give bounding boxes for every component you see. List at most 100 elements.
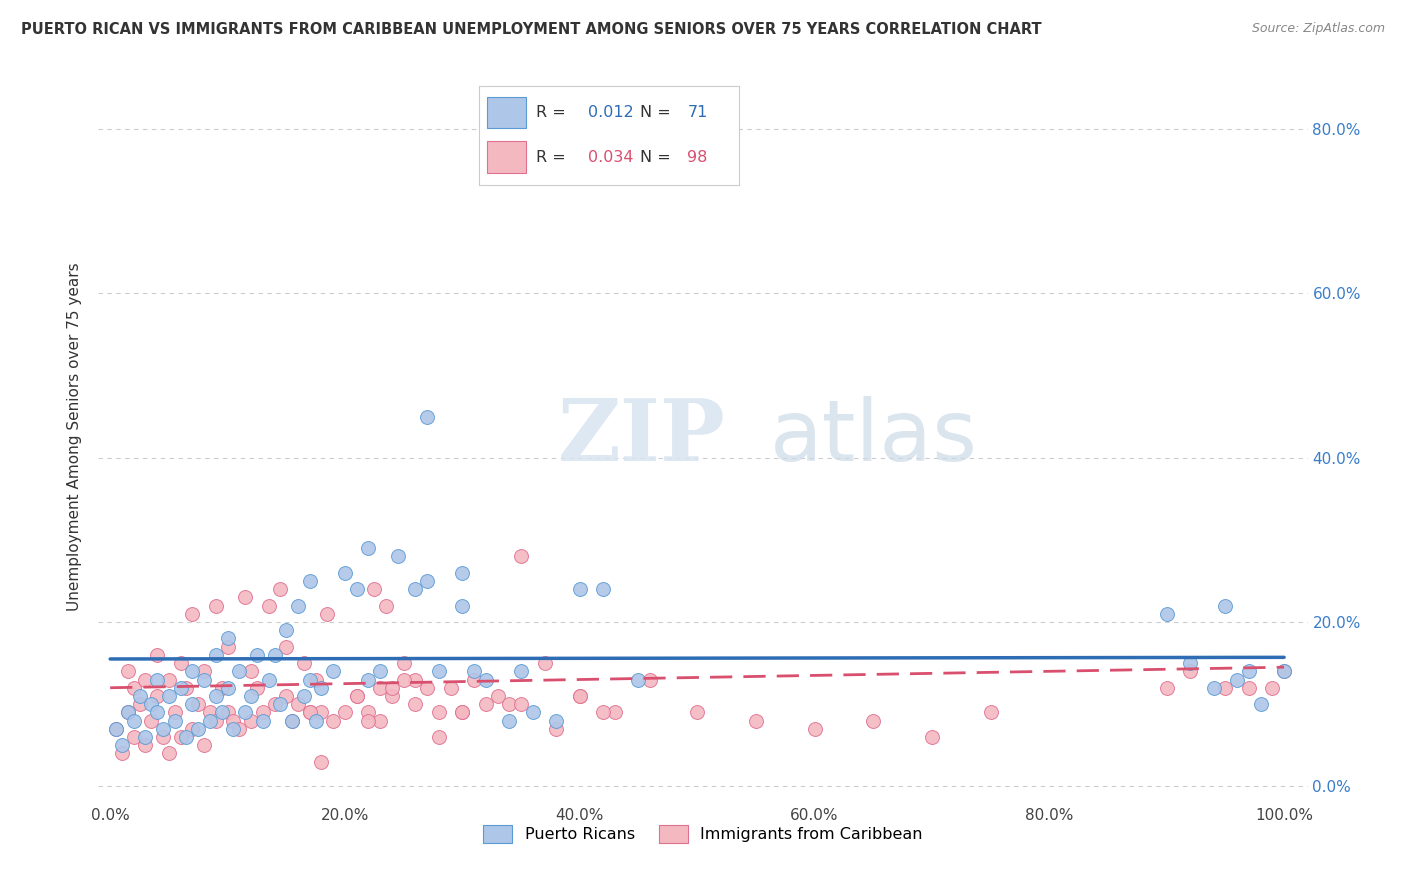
Point: [117, 665, 139, 679]
Point: [368, 681, 391, 695]
Point: [141, 714, 163, 728]
Point: [287, 697, 309, 711]
Point: [204, 689, 226, 703]
Point: [263, 697, 285, 711]
Point: [292, 689, 315, 703]
Point: [257, 599, 280, 613]
Point: [134, 673, 156, 687]
Point: [1237, 665, 1260, 679]
Point: [222, 722, 245, 736]
Point: [169, 681, 191, 695]
Point: [211, 706, 233, 720]
Point: [246, 681, 269, 695]
Point: [292, 656, 315, 670]
Point: [146, 706, 169, 720]
Point: [193, 739, 215, 753]
Point: [246, 648, 269, 662]
Point: [498, 714, 520, 728]
Point: [252, 706, 274, 720]
Point: [510, 549, 533, 564]
Point: [204, 599, 226, 613]
Point: [163, 714, 186, 728]
Point: [287, 599, 309, 613]
Point: [510, 697, 533, 711]
Point: [152, 730, 174, 744]
Point: [122, 714, 145, 728]
Point: [298, 706, 321, 720]
Point: [240, 689, 263, 703]
Point: [346, 689, 368, 703]
Point: [105, 722, 128, 736]
Point: [181, 607, 204, 621]
Point: [357, 541, 380, 555]
Point: [240, 714, 263, 728]
Point: [311, 706, 333, 720]
Point: [416, 574, 439, 588]
Point: [486, 689, 509, 703]
Text: PUERTO RICAN VS IMMIGRANTS FROM CARIBBEAN UNEMPLOYMENT AMONG SENIORS OVER 75 YEA: PUERTO RICAN VS IMMIGRANTS FROM CARIBBEA…: [21, 22, 1042, 37]
Point: [181, 665, 204, 679]
Point: [368, 714, 391, 728]
Point: [304, 714, 326, 728]
Point: [346, 689, 368, 703]
Point: [592, 706, 614, 720]
Point: [240, 665, 263, 679]
Point: [276, 689, 298, 703]
Point: [228, 722, 250, 736]
Point: [181, 722, 204, 736]
Point: [451, 706, 474, 720]
Point: [163, 706, 186, 720]
Point: [157, 673, 180, 687]
Point: [404, 673, 426, 687]
Point: [451, 566, 474, 580]
Point: [1215, 681, 1237, 695]
Point: [181, 697, 204, 711]
Point: [257, 673, 280, 687]
Point: [169, 730, 191, 744]
Point: [217, 706, 239, 720]
Point: [157, 689, 180, 703]
Point: [122, 681, 145, 695]
Point: [111, 747, 134, 761]
Point: [276, 640, 298, 654]
Point: [1156, 607, 1178, 621]
Point: [1237, 681, 1260, 695]
Point: [157, 747, 180, 761]
Point: [117, 706, 139, 720]
Point: [404, 697, 426, 711]
Point: [1180, 665, 1202, 679]
Point: [128, 697, 150, 711]
Point: [363, 582, 385, 596]
Point: [217, 632, 239, 646]
Point: [146, 648, 169, 662]
Text: ZIP: ZIP: [558, 395, 725, 479]
Point: [439, 681, 461, 695]
Point: [463, 673, 485, 687]
Point: [228, 665, 250, 679]
Point: [381, 681, 404, 695]
Legend: Puerto Ricans, Immigrants from Caribbean: Puerto Ricans, Immigrants from Caribbean: [477, 819, 929, 850]
Point: [146, 673, 169, 687]
Point: [322, 714, 344, 728]
Point: [187, 697, 209, 711]
Point: [1272, 665, 1295, 679]
Point: [298, 673, 321, 687]
Point: [304, 673, 326, 687]
Point: [346, 582, 368, 596]
Point: [311, 755, 333, 769]
Point: [404, 582, 426, 596]
Point: [298, 706, 321, 720]
Point: [198, 714, 221, 728]
Point: [1226, 673, 1249, 687]
Point: [1215, 599, 1237, 613]
Point: [522, 706, 544, 720]
Point: [451, 599, 474, 613]
Point: [745, 714, 768, 728]
Point: [122, 730, 145, 744]
Point: [533, 656, 555, 670]
Point: [152, 722, 174, 736]
Point: [198, 706, 221, 720]
Point: [427, 706, 450, 720]
Point: [568, 582, 591, 596]
Point: [276, 624, 298, 638]
